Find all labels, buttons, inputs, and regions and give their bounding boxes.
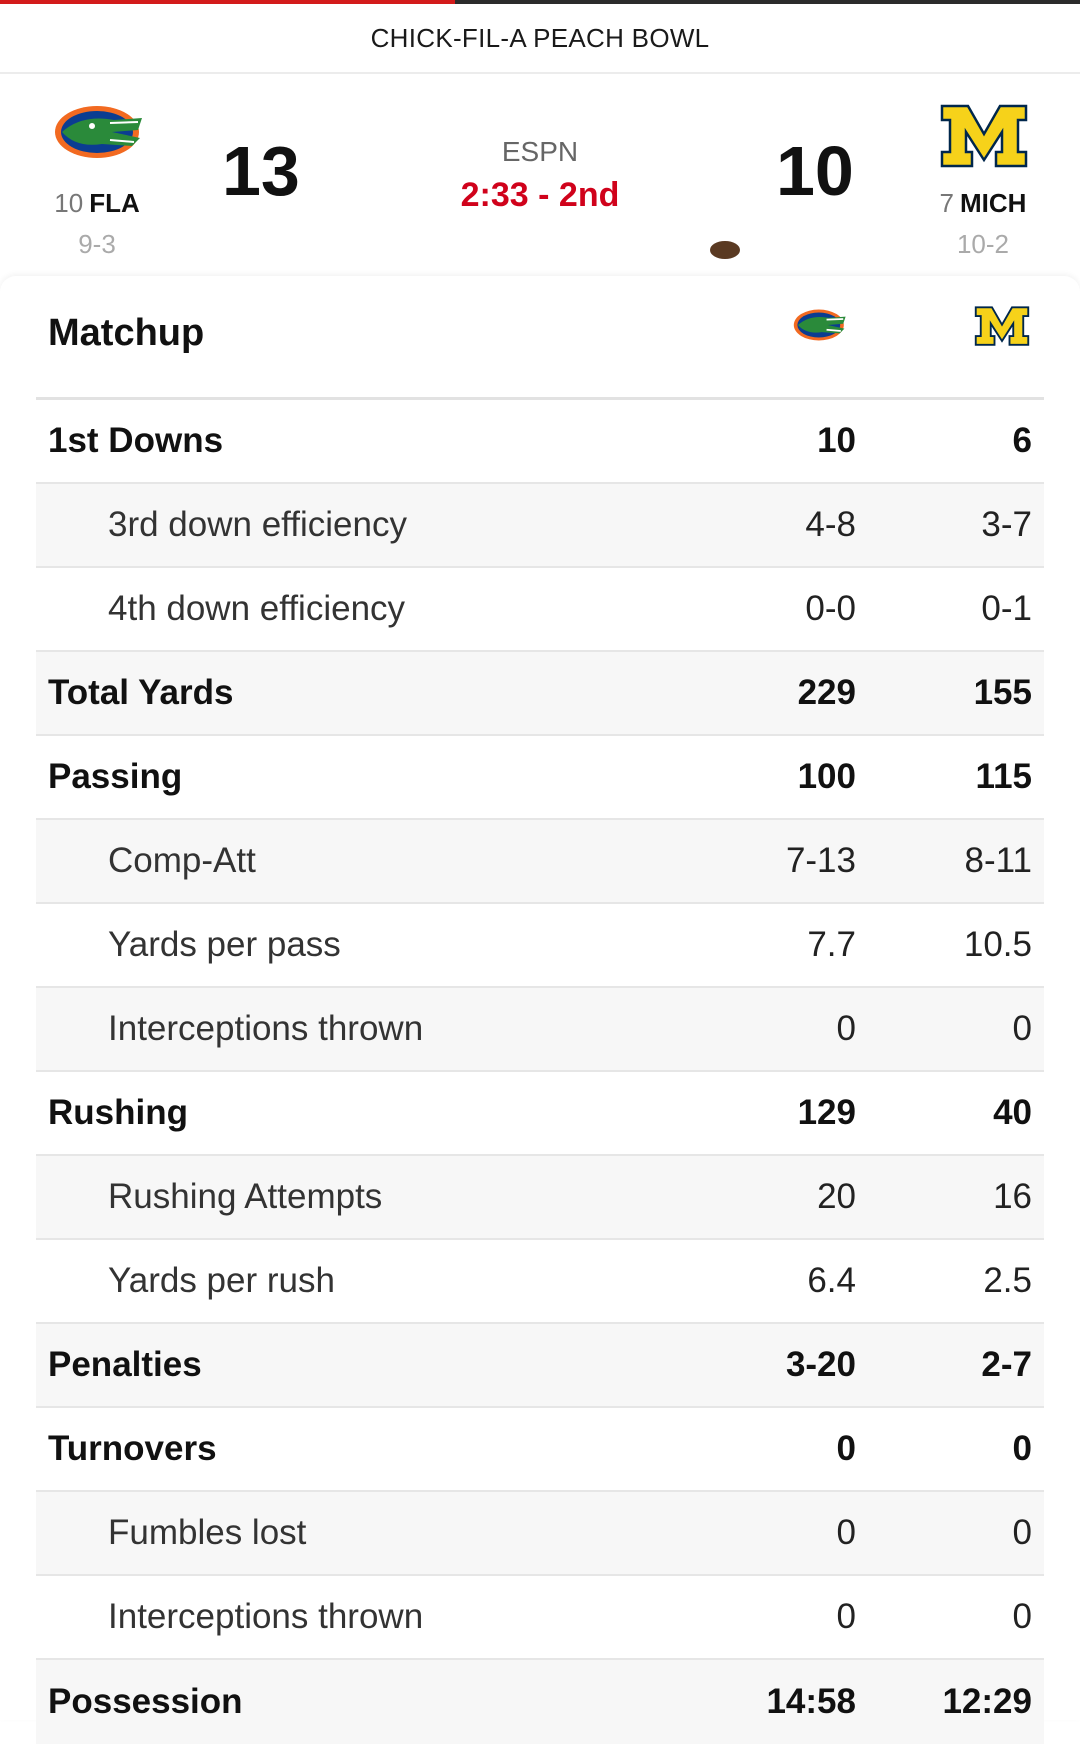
fla-value: 14:58 — [766, 1682, 856, 1721]
stat-row: 3rd down efficiency 4-8 3-7 — [36, 484, 1044, 568]
stat-row: Rushing 129 40 — [36, 1072, 1044, 1156]
away-score: 13 — [222, 132, 300, 210]
gators-logo[interactable] — [52, 102, 146, 167]
mich-value: 8-11 — [964, 841, 1032, 880]
stat-label: Turnovers — [48, 1429, 217, 1468]
mich-value: 0 — [1012, 1513, 1032, 1552]
mich-value: 6 — [1012, 421, 1032, 460]
network-label: ESPN — [501, 136, 579, 167]
fla-value: 4-8 — [805, 505, 856, 544]
fla-value: 100 — [797, 757, 856, 796]
fla-value: 7.7 — [807, 925, 856, 964]
fla-value: 0 — [836, 1597, 856, 1636]
away-abbr: FLA — [89, 188, 140, 218]
football-possession-icon — [708, 239, 742, 266]
stat-row: Rushing Attempts 20 16 — [36, 1156, 1044, 1240]
home-score: 10 — [776, 132, 854, 210]
mich-value: 0 — [1012, 1597, 1032, 1636]
stat-label: 1st Downs — [48, 421, 224, 460]
fla-value: 0 — [836, 1009, 856, 1048]
stat-row: Penalties 3-20 2-7 — [36, 1324, 1044, 1408]
block-m-logo[interactable] — [940, 104, 1028, 173]
mich-value: 2-7 — [981, 1345, 1032, 1384]
mich-value: 0 — [1012, 1429, 1032, 1468]
mich-value: 115 — [975, 757, 1032, 796]
stat-row: Comp-Att 7-13 8-11 — [36, 820, 1044, 904]
away-team-meta: 10 FLA 9-3 — [30, 188, 164, 260]
matchup-title: Matchup — [48, 312, 205, 354]
mich-value: 0 — [1012, 1009, 1032, 1048]
game-clock: 2:33 - 2nd — [460, 176, 620, 214]
stat-label: Penalties — [48, 1345, 202, 1384]
home-abbr: MICH — [960, 188, 1027, 218]
fla-value: 0 — [836, 1513, 856, 1552]
stat-label: 3rd down efficiency — [108, 505, 407, 544]
stat-label: Interceptions thrown — [108, 1597, 424, 1636]
game-title: CHICK-FIL-A PEACH BOWL — [0, 4, 1080, 74]
home-record: 10-2 — [956, 229, 1010, 259]
home-team-meta: 7 MICH 10-2 — [916, 188, 1050, 260]
stat-row: Interceptions thrown 0 0 — [36, 988, 1044, 1072]
home-team-line: 7 MICH — [916, 188, 1050, 219]
fla-value: 129 — [797, 1093, 856, 1132]
mich-value: 40 — [993, 1093, 1032, 1132]
stat-label: Rushing — [48, 1093, 188, 1132]
stat-label: Yards per rush — [108, 1261, 335, 1300]
fla-value: 7-13 — [785, 841, 856, 880]
fla-value: 10 — [817, 421, 856, 460]
scoreboard: 10 FLA 9-3 13 ESPN 2:33 - 2nd 10 7 MICH 10… — [0, 76, 1080, 276]
mich-value: 2.5 — [983, 1261, 1032, 1300]
stat-row: Turnovers 0 0 — [36, 1408, 1044, 1492]
fla-value: 0 — [836, 1429, 856, 1468]
block-m-icon — [974, 306, 1030, 351]
stat-label: Passing — [48, 757, 183, 796]
stat-row: Passing 100 115 — [36, 736, 1044, 820]
stat-row: 1st Downs 10 6 — [36, 400, 1044, 484]
mich-value: 155 — [973, 673, 1032, 712]
away-team-line: 10 FLA — [30, 188, 164, 219]
stat-row: Yards per rush 6.4 2.5 — [36, 1240, 1044, 1324]
stat-row: Fumbles lost 0 0 — [36, 1492, 1044, 1576]
top-accent-bar — [0, 0, 1080, 4]
fla-value: 6.4 — [807, 1261, 856, 1300]
fla-value: 3-20 — [785, 1345, 856, 1384]
stat-label: Fumbles lost — [108, 1513, 307, 1552]
stat-row: Yards per pass 7.7 10.5 — [36, 904, 1044, 988]
mich-value: 16 — [993, 1177, 1032, 1216]
stat-row: Total Yards 229 155 — [36, 652, 1044, 736]
mich-value: 10.5 — [963, 925, 1032, 964]
mich-value: 0-1 — [981, 589, 1032, 628]
stat-row: 4th down efficiency 0-0 0-1 — [36, 568, 1044, 652]
fla-value: 20 — [817, 1177, 856, 1216]
stat-label: Yards per pass — [108, 925, 341, 964]
matchup-card: Matchup 1st Downs 10 6 3rd down efficien… — [0, 276, 1080, 1744]
stat-row: Interceptions thrown 0 0 — [36, 1576, 1044, 1660]
game-status: ESPN 2:33 - 2nd — [390, 136, 690, 215]
stat-label: 4th down efficiency — [108, 589, 406, 628]
stat-row: Possession 14:58 12:29 — [36, 1660, 1044, 1744]
home-rank: 7 — [939, 188, 955, 218]
fla-value: 0-0 — [805, 589, 856, 628]
stat-label: Total Yards — [48, 673, 234, 712]
stat-label: Rushing Attempts — [108, 1177, 383, 1216]
mich-value: 12:29 — [942, 1682, 1032, 1721]
stat-label: Comp-Att — [108, 841, 256, 880]
fla-value: 229 — [797, 673, 856, 712]
matchup-header: Matchup — [36, 276, 1044, 400]
away-rank: 10 — [54, 188, 84, 218]
away-record: 9-3 — [78, 229, 116, 259]
gators-icon — [792, 306, 848, 349]
stat-label: Interceptions thrown — [108, 1009, 424, 1048]
stat-label: Possession — [48, 1682, 243, 1721]
mich-value: 3-7 — [981, 505, 1032, 544]
